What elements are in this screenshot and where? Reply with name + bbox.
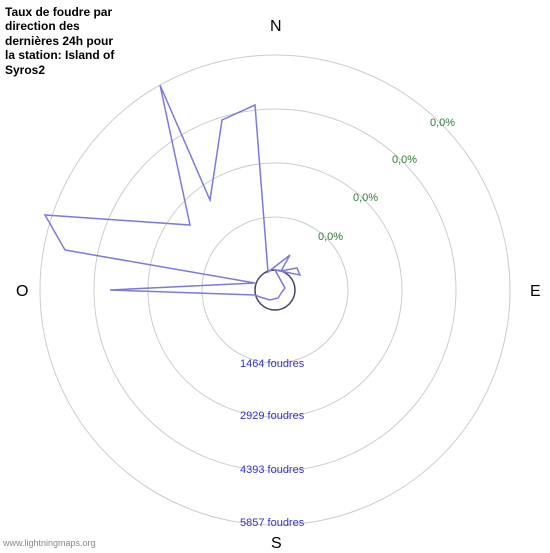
pct-label: 0,0% (353, 192, 378, 204)
cardinal-e: E (530, 283, 541, 301)
data-polygon (45, 85, 300, 300)
pct-label: 0,0% (392, 154, 417, 166)
cardinal-w: O (16, 283, 28, 301)
count-label: 2929 foudres (240, 410, 304, 422)
pct-label: 0,0% (430, 117, 455, 129)
cardinal-s: S (271, 535, 282, 553)
ring (255, 270, 295, 310)
footer-link[interactable]: www.lightningmaps.org (3, 538, 96, 548)
count-label: 4393 foudres (240, 464, 304, 476)
cardinal-n: N (270, 18, 282, 36)
count-label: 5857 foudres (240, 517, 304, 529)
pct-label: 0,0% (318, 231, 343, 243)
count-label: 1464 foudres (240, 358, 304, 370)
chart-title: Taux de foudre par direction des dernièr… (5, 5, 115, 77)
